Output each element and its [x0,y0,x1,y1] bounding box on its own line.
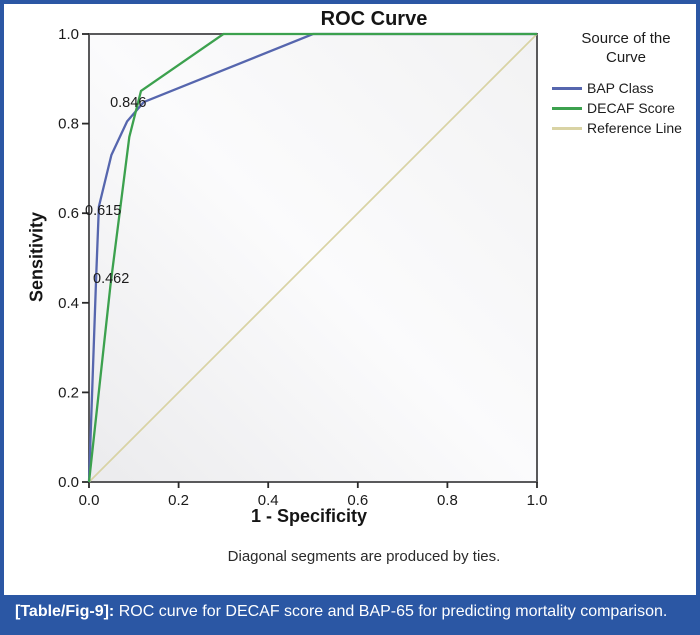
x-tick-label: 0.6 [347,492,368,509]
chart-title: ROC Curve [320,8,428,30]
y-tick-label: 0.4 [58,295,79,312]
y-axis-label: Sensitivity [26,211,47,303]
caption-bar: [Table/Fig-9]: ROC curve for DECAF score… [4,594,696,631]
caption-text: ROC curve for DECAF score and BAP-65 for… [114,602,668,620]
roc-curve-plot: 0.0 0.2 0.4 0.6 0.8 1.0 0.0 0.2 0.4 0.6 0.8 1.0 0.84… [58,26,548,509]
x-tick-label: 1.0 [527,492,548,509]
legend-items: BAP Class DECAF Score Reference Line [552,80,696,137]
legend: Source of the Curve BAP Class DECAF Score… [552,30,696,140]
y-tick-label: 0.6 [58,205,79,222]
x-tick-label: 0.0 [79,492,100,509]
point-annotation: 0.462 [93,271,129,287]
caption-tag: [Table/Fig-9]: [15,602,115,620]
series-reference-line [88,33,538,483]
y-tick-label: 1.0 [58,26,79,43]
point-annotation: 0.846 [110,95,146,111]
series-bap-class [87,32,537,483]
legend-item: Reference Line [552,120,696,137]
legend-line-swatch [552,106,582,110]
legend-title: Source of the Curve [581,30,671,66]
y-tick-label: 0.2 [58,384,79,401]
x-tick-label: 0.2 [168,492,189,509]
legend-line-swatch [552,126,582,130]
chart-footnote: Diagonal segments are produced by ties. [227,548,501,565]
x-tick-label: 0.4 [258,492,279,509]
legend-item: DECAF Score [552,100,696,117]
point-annotation: 0.615 [85,203,121,219]
series-decaf-score [87,32,537,483]
y-tick-label: 0.0 [58,474,79,491]
x-axis-label: 1 - Specificity [250,506,368,526]
legend-line-swatch [552,86,582,90]
legend-item-label: DECAF Score [587,100,675,116]
legend-item-label: BAP Class [587,80,654,96]
legend-item-label: Reference Line [587,120,682,136]
legend-item: BAP Class [552,80,696,97]
y-tick-label: 0.8 [58,116,79,133]
x-tick-label: 0.8 [437,492,458,509]
